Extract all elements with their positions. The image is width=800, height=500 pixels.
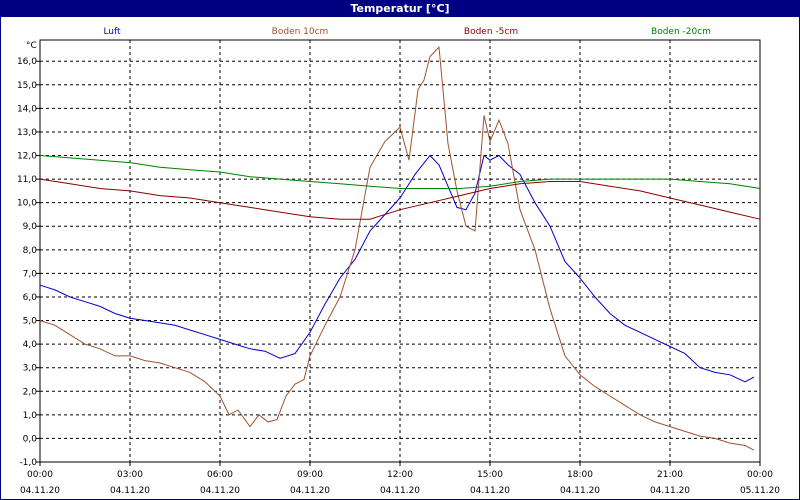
x-tick-time: 00:00 [27, 470, 53, 480]
series-lines [39, 45, 761, 451]
x-tick-date: 04.11.20 [200, 486, 240, 496]
x-tick-time: 21:00 [657, 470, 683, 480]
legend-entry-1: Boden 10cm [272, 27, 329, 37]
y-tick-label: 16,0 [17, 57, 37, 67]
x-tick-time: 15:00 [477, 470, 503, 480]
y-tick-label: 4,0 [23, 340, 38, 350]
x-tick-time: 03:00 [117, 470, 143, 480]
y-tick-label: -1,0 [19, 458, 37, 468]
x-tick-time: 18:00 [567, 470, 593, 480]
y-tick-label: 7,0 [23, 269, 38, 279]
x-tick-date: 04.11.20 [560, 486, 600, 496]
legend-entry-0: Luft [103, 27, 121, 37]
series-line-1 [39, 45, 755, 451]
x-tick-date: 04.11.20 [20, 486, 60, 496]
y-tick-label: 15,0 [17, 81, 37, 91]
y-tick-label: 10,0 [17, 199, 37, 209]
x-tick-date: 04.11.20 [380, 486, 420, 496]
y-axis: 16,0 15,0 14,0 13,0 12,0 11,0 10,0 9,0 8,0 7,0 6,0… [17, 57, 40, 468]
y-tick-label: 1,0 [23, 411, 38, 421]
y-tick-label: 8,0 [23, 246, 38, 256]
series-line-3 [39, 155, 761, 189]
x-tick-date: 04.11.20 [650, 486, 690, 496]
x-tick-date: 05.11.20 [740, 486, 780, 496]
series-line-2 [39, 178, 761, 220]
y-tick-label: 11,0 [17, 175, 37, 185]
y-tick-label: 12,0 [17, 152, 37, 162]
y-tick-label: 6,0 [23, 293, 38, 303]
series-line-0 [39, 154, 755, 383]
grid [40, 40, 760, 463]
y-tick-label: 9,0 [23, 222, 38, 232]
x-tick-time: 09:00 [297, 470, 323, 480]
y-tick-label: 13,0 [17, 128, 37, 138]
x-axis: 00:00 04.11.20 03:00 04.11.20 06:00 04.11.20 0… [20, 462, 780, 496]
y-tick-label: 0,0 [23, 434, 38, 444]
x-tick-time: 06:00 [207, 470, 233, 480]
legend: Luft Boden 10cm Boden -5cm Boden -20cm [103, 27, 711, 37]
y-tick-label: 3,0 [23, 364, 38, 374]
x-tick-date: 04.11.20 [110, 486, 150, 496]
y-axis-unit: °C [26, 41, 37, 51]
legend-entry-3: Boden -20cm [651, 27, 711, 37]
x-tick-date: 04.11.20 [470, 486, 510, 496]
y-tick-label: 2,0 [23, 387, 38, 397]
x-tick-date: 04.11.20 [290, 486, 330, 496]
legend-entry-2: Boden -5cm [464, 27, 518, 37]
y-tick-label: 14,0 [17, 104, 37, 114]
window-title: Temperatur [°C] [1, 1, 799, 17]
y-tick-label: 5,0 [23, 317, 38, 327]
x-tick-time: 00:00 [747, 470, 773, 480]
x-tick-time: 12:00 [387, 470, 413, 480]
